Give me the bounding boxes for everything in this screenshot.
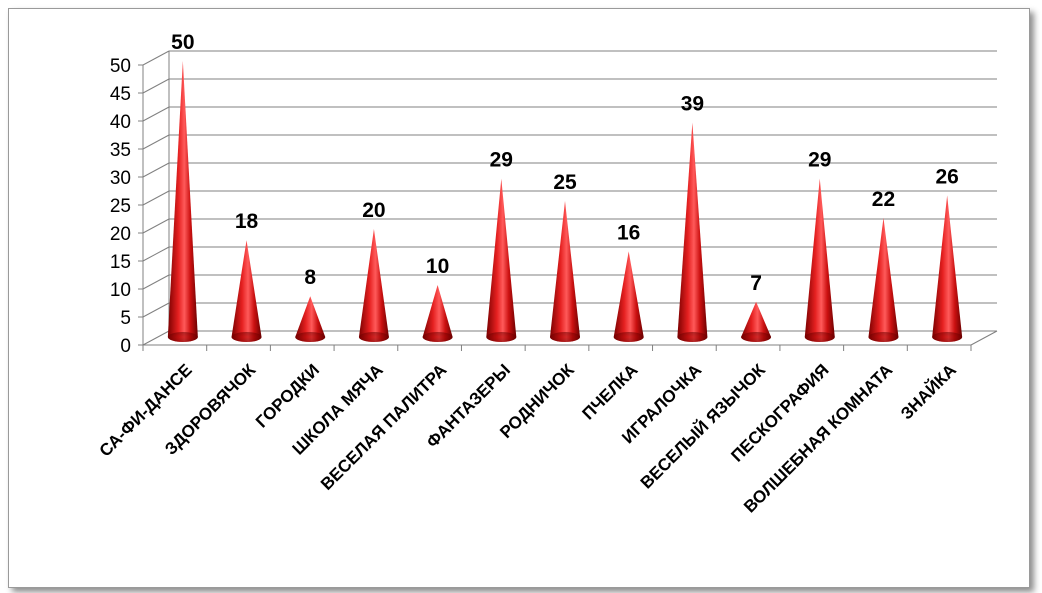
bar (550, 201, 580, 342)
cone-base (486, 332, 517, 342)
y-tick-label: 50 (110, 56, 131, 77)
data-label: 16 (617, 221, 640, 244)
y-tick-label: 20 (110, 224, 131, 245)
y-tick-label: 15 (110, 252, 131, 273)
cone-bar (868, 217, 899, 342)
gridline-side (142, 162, 170, 178)
x-category-label: ПЧЕЛКА (579, 360, 642, 423)
bar (295, 296, 326, 342)
y-tick-label: 5 (120, 308, 131, 329)
data-label: 29 (490, 149, 513, 172)
floor-edge (970, 330, 998, 346)
x-category-label: ВЕСЕЛАЯ ПАЛИТРА (317, 360, 450, 493)
cone-bar (550, 201, 580, 342)
gridline-side (142, 50, 170, 66)
data-label: 29 (808, 149, 831, 172)
data-label: 25 (553, 171, 577, 194)
data-label: 39 (681, 93, 704, 116)
cone-bar (422, 285, 453, 342)
cone-base (295, 332, 326, 342)
bar (486, 178, 517, 342)
cone-bar (231, 240, 262, 342)
gridline-side (142, 330, 170, 346)
cone-bar (358, 229, 389, 342)
bar (804, 178, 835, 342)
gridline-side (142, 218, 170, 234)
cone-bar (932, 195, 963, 342)
cone-base (677, 332, 708, 342)
data-label: 22 (872, 188, 895, 211)
gridline-side (142, 274, 170, 290)
data-label: 7 (750, 272, 762, 295)
gridline-side (142, 106, 170, 122)
bar (422, 285, 453, 342)
bar (231, 240, 262, 342)
gridline-side (142, 246, 170, 262)
data-label: 20 (362, 199, 385, 222)
y-tick-label: 45 (110, 84, 131, 105)
cone-bar (167, 61, 198, 342)
y-tick-label: 30 (110, 168, 131, 189)
data-label: 50 (171, 31, 194, 54)
cone-bar (741, 301, 772, 342)
bar (932, 195, 963, 342)
data-label: 8 (304, 266, 316, 289)
bar (613, 251, 644, 342)
y-tick-label: 0 (120, 336, 131, 357)
cone-base (231, 332, 262, 342)
gridline-side (142, 134, 170, 150)
cone-base (358, 332, 389, 342)
x-category-label: ВЕСЕЛЫЙ ЯЗЫЧОК (637, 360, 770, 493)
y-tick-label: 40 (110, 112, 131, 133)
cone-bar (295, 296, 326, 342)
bars (167, 61, 963, 342)
gridline-side (142, 78, 170, 94)
bar (677, 122, 708, 342)
cone-base (741, 332, 772, 342)
cone-bar (486, 178, 517, 342)
cone-bar (677, 122, 708, 342)
x-category-label: ЗНАЙКА (897, 360, 960, 423)
data-label: 26 (935, 165, 958, 188)
y-tick-label: 25 (110, 196, 131, 217)
cone-base (167, 332, 198, 342)
axes (138, 51, 998, 351)
bar (868, 217, 899, 342)
cone-base (932, 332, 963, 342)
chart-frame: 0 5 10 15 20 25 30 35 40 45 50 50 СА-ФИ-ДАНСЕ 18 ЗДОРО… (8, 8, 1030, 588)
cone-bar-chart: 0510152025303540455050СА-ФИ-ДАНСЕ18ЗДОРО… (96, 31, 998, 517)
cone-base (422, 332, 453, 342)
bar (167, 61, 198, 342)
data-label: 18 (235, 210, 259, 233)
bar (741, 301, 772, 342)
y-tick-label: 10 (110, 280, 131, 301)
data-label: 10 (426, 255, 449, 278)
cone-base (550, 332, 580, 342)
labels: 0510152025303540455050СА-ФИ-ДАНСЕ18ЗДОРО… (96, 31, 960, 517)
cone-bar (613, 251, 644, 342)
bar (358, 229, 389, 342)
y-tick-label: 35 (110, 140, 131, 161)
cone-bar (804, 178, 835, 342)
gridline-side (142, 190, 170, 206)
gridlines (142, 50, 997, 346)
cone-base (804, 332, 835, 342)
cone-base (613, 332, 644, 342)
gridline-side (142, 302, 170, 318)
cone-base (868, 332, 899, 342)
